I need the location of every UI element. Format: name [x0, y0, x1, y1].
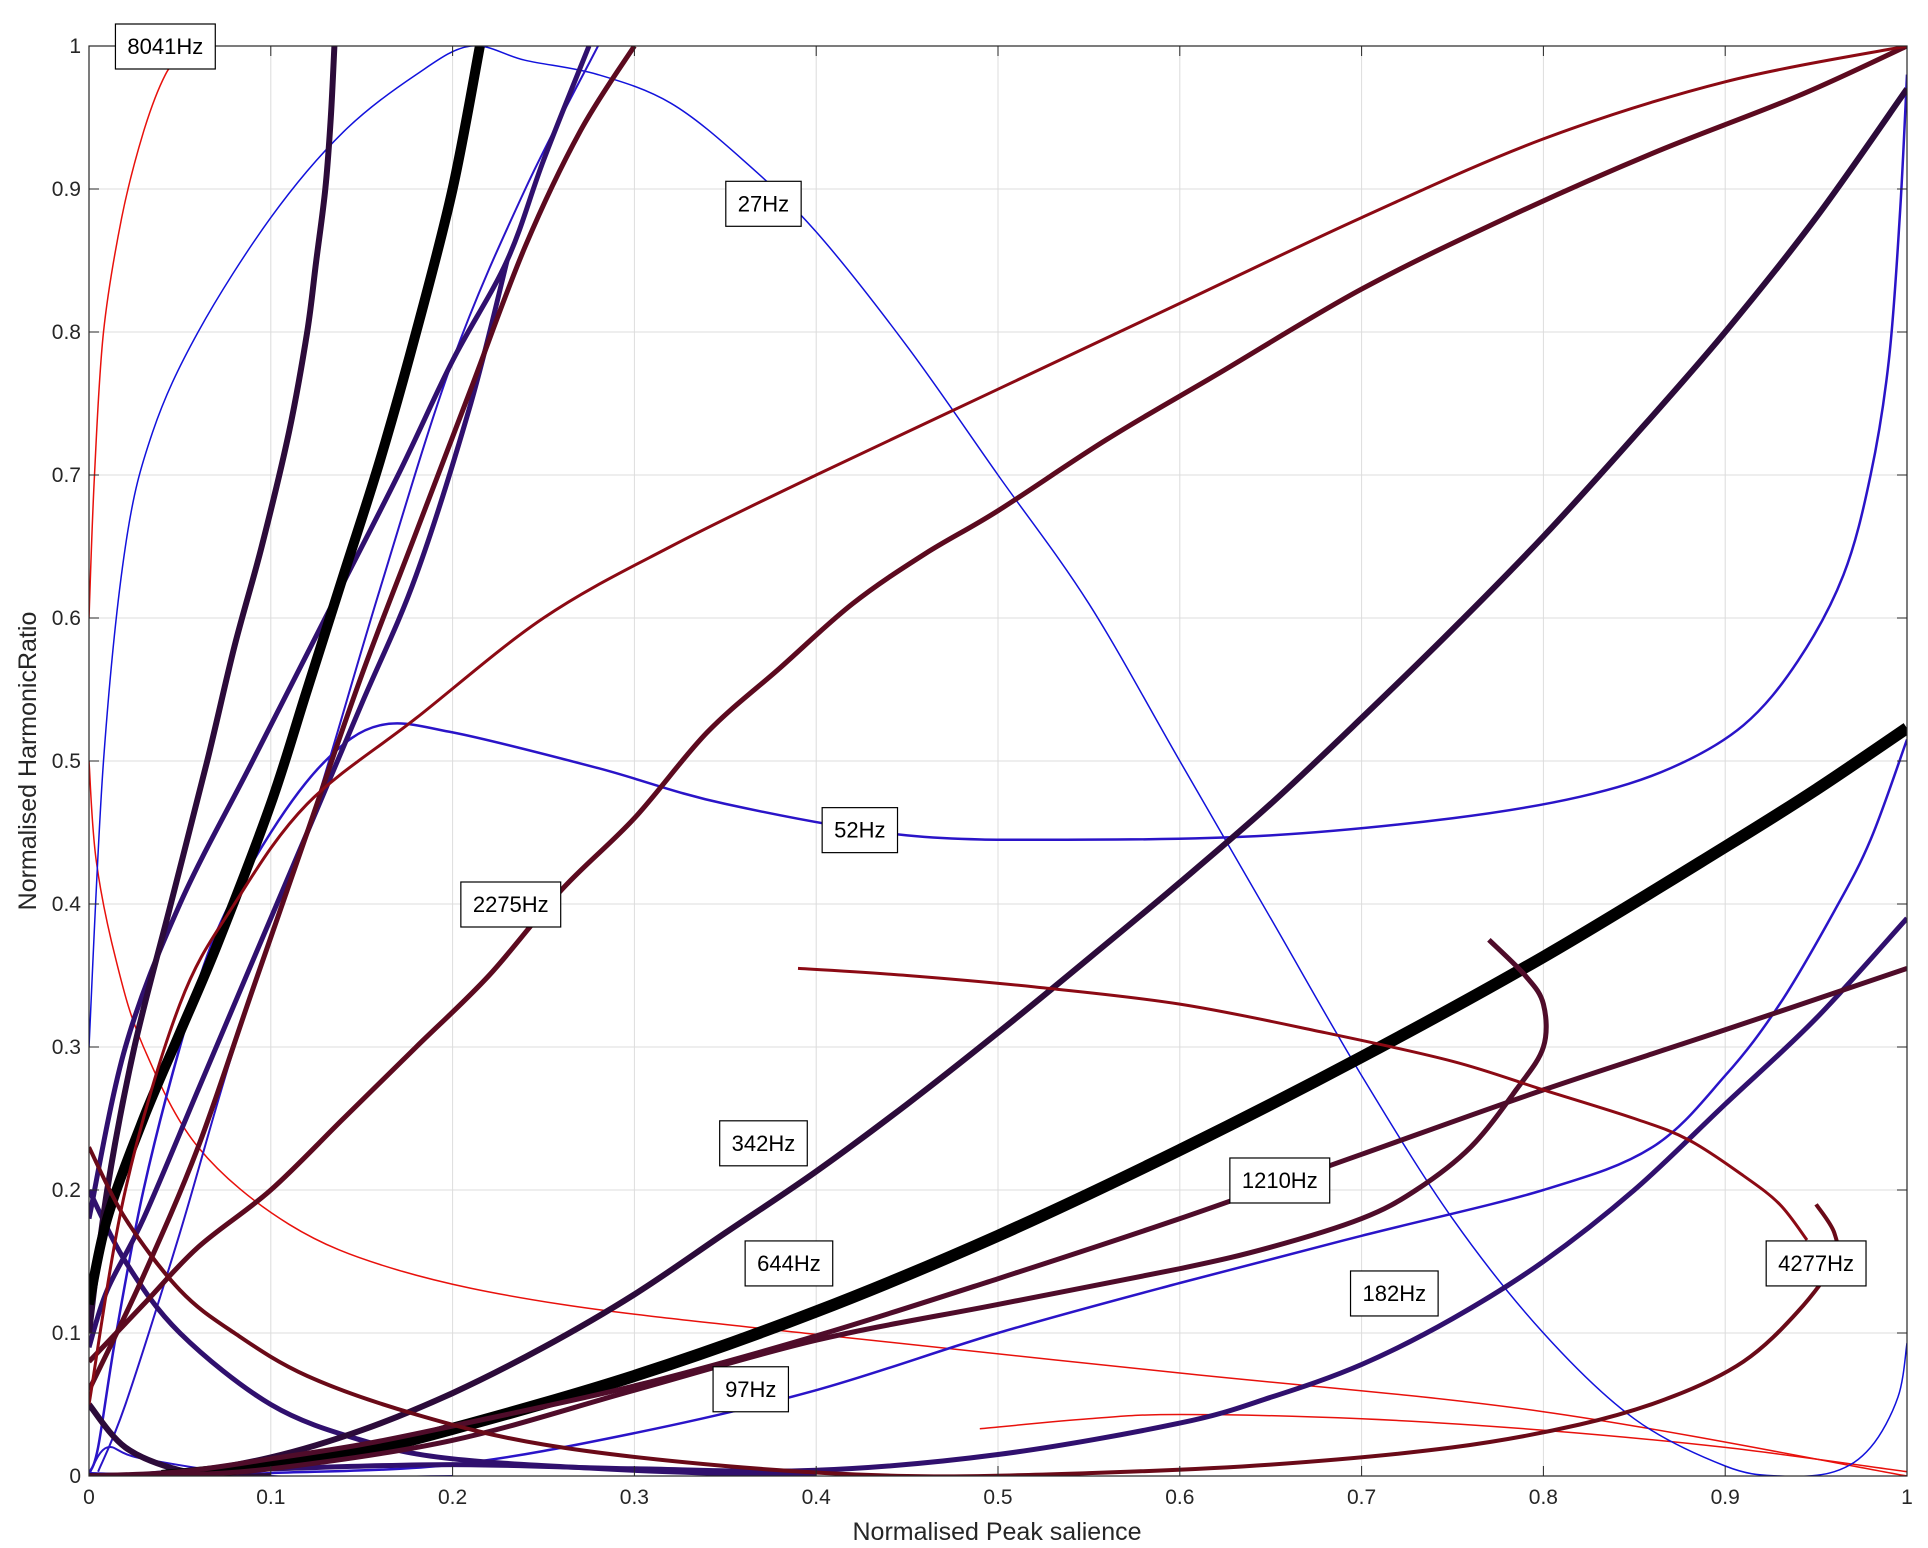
- y-tick-label: 0.8: [52, 321, 81, 344]
- series-line: [89, 1146, 1840, 1476]
- series-line: [89, 46, 338, 1334]
- curve-label: 1210Hz: [1229, 1157, 1331, 1204]
- x-tick-label: 0.2: [438, 1486, 467, 1509]
- curve-label-box: [725, 180, 802, 227]
- series-line: [89, 46, 637, 1392]
- curve-label-box: [1229, 1157, 1331, 1204]
- y-tick-label: 0.3: [52, 1036, 81, 1059]
- series-line: [797, 966, 1809, 1241]
- curve-label-box: [114, 23, 216, 70]
- series-line: [89, 46, 1907, 1476]
- series-line: [89, 46, 1907, 1364]
- curve-label-text: 52Hz: [834, 818, 885, 843]
- series-line: [89, 74, 1907, 1474]
- y-tick-label: 0: [69, 1465, 81, 1488]
- tick-labels: 0 0.1 0.2 0.3 0.4 0.5 0.6 0.7 0.8 0.9 1 0 0.1 0.2 0.3 0…: [52, 35, 1913, 1509]
- axes: [88, 45, 1908, 1477]
- series-line: [161, 938, 1549, 1476]
- axes-box: [88, 45, 1908, 1477]
- curve-label-box: [1765, 1240, 1867, 1287]
- y-tick-label: 0.2: [52, 1179, 81, 1202]
- curve-label: 644Hz: [744, 1240, 834, 1287]
- curve-label-text: 182Hz: [1363, 1281, 1427, 1306]
- curve-label: 2275Hz: [460, 881, 562, 928]
- curve-label-box: [744, 1240, 834, 1287]
- y-tick-label: 1: [69, 35, 81, 58]
- x-tick-label: 0.7: [1347, 1486, 1376, 1509]
- curve-label-text: 2275Hz: [473, 892, 549, 917]
- y-tick-label: 0.4: [52, 893, 82, 916]
- y-tick-label: 0.6: [52, 607, 81, 630]
- curve-label-text: 97Hz: [725, 1377, 776, 1402]
- x-tick-label: 0.9: [1711, 1486, 1740, 1509]
- curve-labels: 8041Hz 27Hz 52Hz 2275Hz 342Hz 1210Hz 644Hz 182H…: [114, 23, 1867, 1413]
- curve-label: 27Hz: [725, 180, 802, 227]
- curve-label: 342Hz: [719, 1120, 808, 1167]
- series-group: [89, 46, 1907, 1476]
- curve-label-box: [1349, 1270, 1439, 1317]
- series-line: [89, 966, 1907, 1476]
- curve-label-box: [460, 881, 562, 928]
- series-line: [98, 916, 1907, 1476]
- curve-label: 97Hz: [712, 1366, 790, 1413]
- series-line: [89, 46, 1907, 1405]
- y-axis-label: Normalised HarmonicRatio: [14, 612, 42, 911]
- series-line: [89, 760, 1907, 1476]
- curve-label: 52Hz: [821, 807, 899, 854]
- x-tick-label: 0.8: [1529, 1486, 1558, 1509]
- y-tick-label: 0.5: [52, 750, 81, 773]
- x-tick-label: 1: [1901, 1486, 1913, 1509]
- x-tick-label: 0: [83, 1486, 95, 1509]
- curve-label-box: [712, 1366, 790, 1413]
- y-tick-label: 0.7: [52, 464, 81, 487]
- series-line: [89, 87, 1907, 1476]
- curve-label-box: [719, 1120, 808, 1167]
- x-tick-label: 0.4: [802, 1486, 832, 1509]
- curve-label-text: 644Hz: [757, 1251, 821, 1276]
- series-line: [89, 739, 1907, 1476]
- series-line: [979, 1413, 1907, 1473]
- curve-label-text: 1210Hz: [1242, 1168, 1318, 1193]
- x-tick-label: 0.1: [256, 1486, 285, 1509]
- x-tick-label: 0.5: [983, 1486, 1012, 1509]
- curve-label-text: 4277Hz: [1778, 1251, 1854, 1276]
- curve-label: 182Hz: [1349, 1270, 1439, 1317]
- curve-label: 8041Hz: [114, 23, 216, 70]
- series-line: [89, 1445, 453, 1476]
- x-tick-label: 0.3: [620, 1486, 649, 1509]
- curve-label-text: 342Hz: [732, 1131, 796, 1156]
- y-tick-label: 0.9: [52, 178, 81, 201]
- y-tick-label: 0.1: [52, 1322, 81, 1345]
- x-tick-label: 0.6: [1165, 1486, 1194, 1509]
- series-line: [161, 723, 1907, 1476]
- curve-label-box: [821, 807, 899, 854]
- curve-label: 4277Hz: [1765, 1240, 1867, 1287]
- curve-label-text: 27Hz: [738, 191, 789, 216]
- curve-label-text: 8041Hz: [127, 34, 203, 59]
- x-axis-label: Normalised Peak salience: [852, 1518, 1141, 1546]
